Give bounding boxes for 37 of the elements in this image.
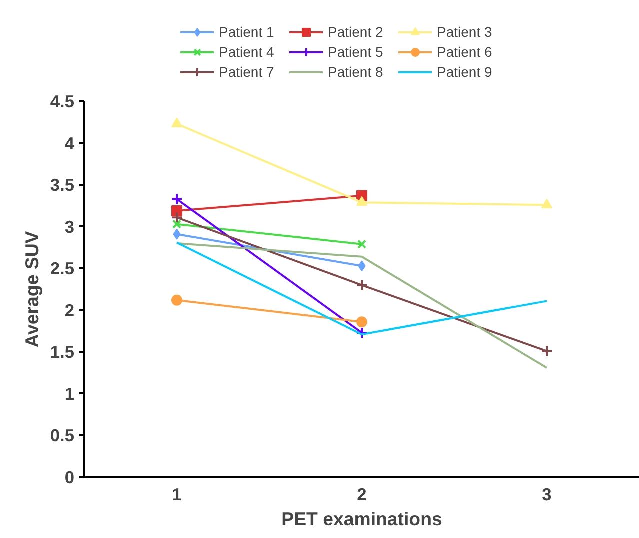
y-tick-label: 1 xyxy=(64,384,75,404)
point xyxy=(172,220,182,229)
y-tick-label: 2 xyxy=(64,300,75,320)
y-tick-label: 4.5 xyxy=(50,92,75,112)
legend-label: Patient 8 xyxy=(328,64,384,80)
point xyxy=(356,326,368,339)
y-tick-label: 3.5 xyxy=(50,175,75,196)
point xyxy=(172,118,182,128)
legend-label: Patient 2 xyxy=(328,24,384,40)
x-tick-label: 3 xyxy=(542,484,552,504)
y-tick-label: 1.5 xyxy=(50,342,75,362)
legend-label: Patient 4 xyxy=(219,44,276,60)
y-tick-label: 2.5 xyxy=(50,258,75,279)
point xyxy=(171,212,183,224)
x-axis-title: PET examinations xyxy=(282,508,442,530)
legend-label: Patient 3 xyxy=(437,24,494,40)
x-tick-label: 2 xyxy=(357,484,367,504)
legend-label: Patient 6 xyxy=(437,44,494,60)
point xyxy=(172,294,182,306)
y-axis-title: Average SUV xyxy=(21,230,42,348)
legend-label: Patient 1 xyxy=(219,24,276,40)
point xyxy=(542,198,552,208)
point xyxy=(541,345,553,358)
point xyxy=(356,279,368,292)
legend-label: Patient 9 xyxy=(437,64,494,80)
y-tick-label: 0 xyxy=(64,468,75,488)
x-tick-label: 1 xyxy=(172,484,182,504)
point xyxy=(356,196,368,206)
point xyxy=(172,205,182,216)
point xyxy=(356,316,368,328)
legend-label: Patient 5 xyxy=(328,44,384,60)
legend-label: Patient 7 xyxy=(219,64,276,80)
point xyxy=(171,193,183,206)
y-tick-label: 0.5 xyxy=(50,426,75,446)
y-tick-label: 4 xyxy=(64,133,75,154)
point xyxy=(357,240,367,249)
y-tick-label: 3 xyxy=(64,216,75,237)
